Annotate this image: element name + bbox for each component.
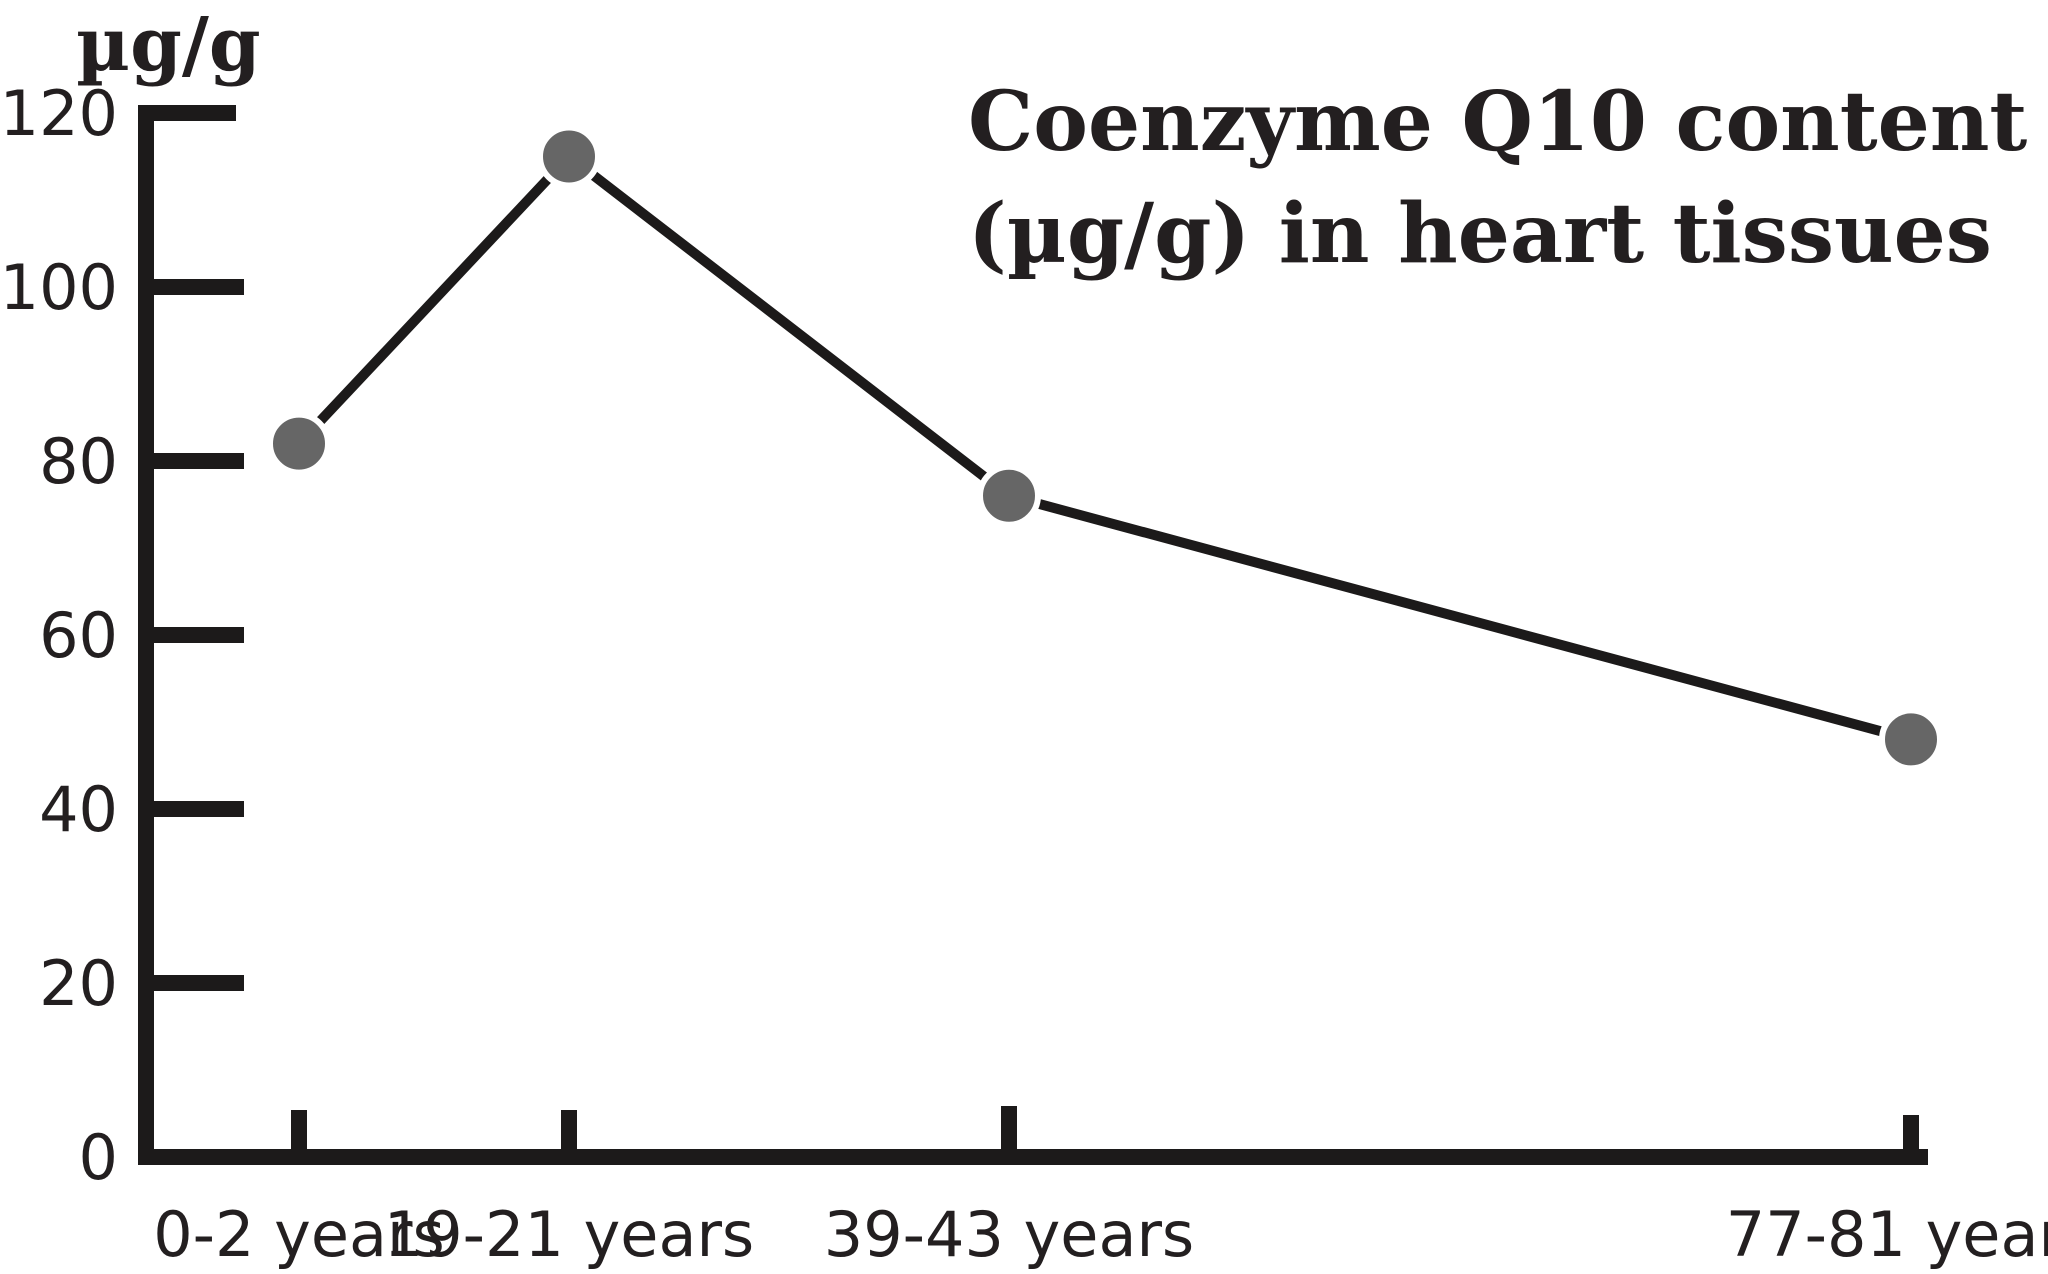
x-tick-label: 77-81 years: [1726, 1198, 2048, 1271]
y-tick-label: 20: [39, 947, 118, 1020]
y-tick-label: 40: [39, 773, 118, 846]
data-point: [270, 415, 328, 473]
y-axis-unit-label: µg/g: [76, 2, 261, 88]
y-tick-label: 100: [0, 251, 118, 324]
chart-title-line-1: Coenzyme Q10 content: [968, 74, 2027, 170]
y-tick-label: 80: [39, 425, 118, 498]
y-tick-label: 0: [79, 1121, 118, 1194]
x-tick-label: 19-21 years: [384, 1198, 755, 1271]
x-tick-label: 39-43 years: [824, 1198, 1195, 1271]
data-point: [1882, 710, 1940, 768]
chart-title-line-2: (µg/g) in heart tissues: [968, 186, 1992, 282]
y-tick-label: 60: [39, 599, 118, 672]
y-tick-label: 120: [0, 77, 118, 150]
data-point: [540, 128, 598, 186]
data-point: [980, 467, 1038, 525]
